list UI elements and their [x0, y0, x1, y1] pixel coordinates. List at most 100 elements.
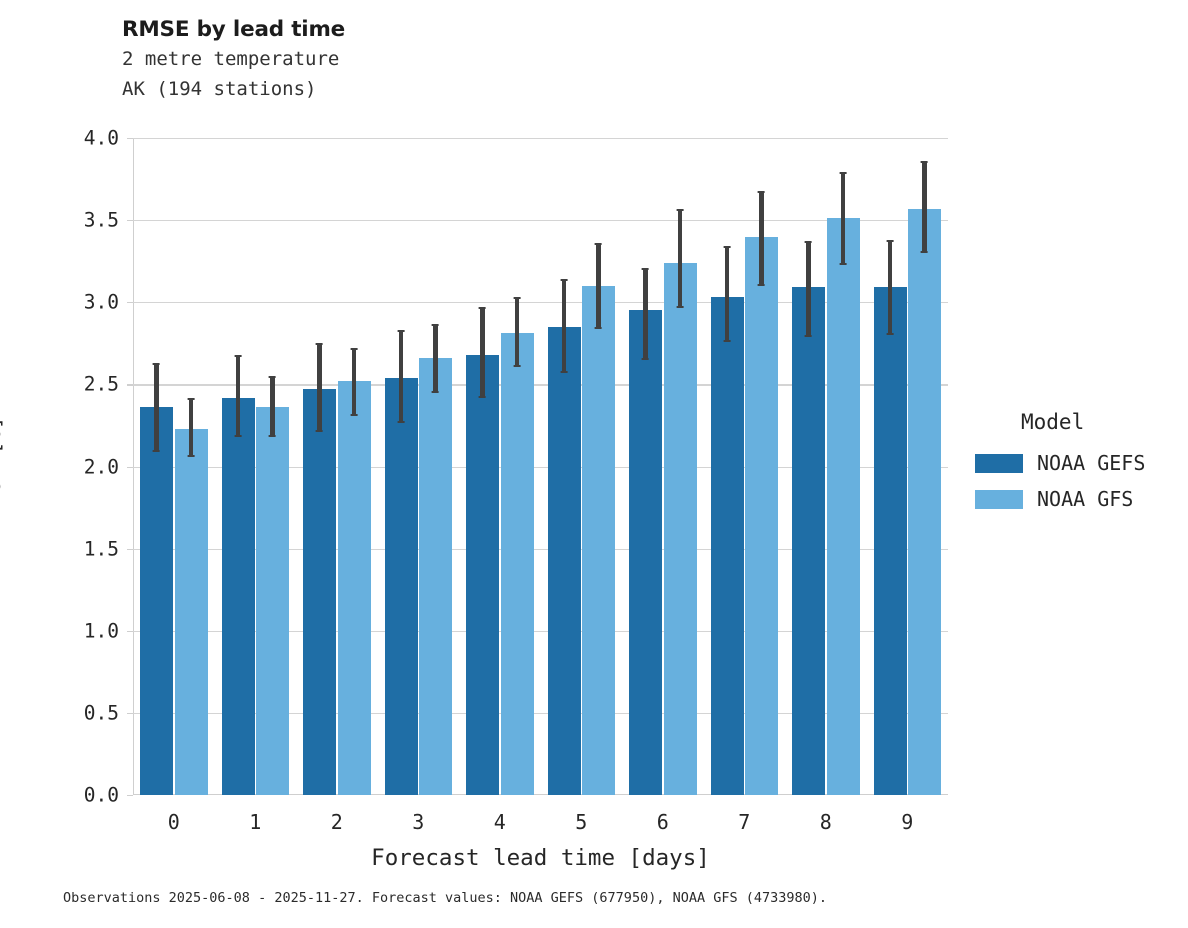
y-axis-title: RMSE [C]: [0, 415, 5, 518]
x-tick-label: 2: [330, 810, 343, 834]
error-bar: [433, 323, 438, 391]
error-bar-cap: [234, 354, 242, 357]
error-bar-cap: [839, 172, 847, 175]
gridline: [133, 384, 948, 386]
error-bar-cap: [886, 239, 894, 242]
y-tick-mark: [127, 302, 133, 304]
bar: [710, 297, 744, 795]
legend-label: NOAA GFS: [1037, 487, 1134, 511]
legend-swatch: [975, 453, 1023, 473]
error-bar-cap: [478, 307, 486, 310]
y-tick-label: 1.0: [83, 619, 119, 642]
y-tick-mark: [127, 138, 133, 140]
x-tick-label: 7: [738, 810, 751, 834]
legend-entries: NOAA GEFS NOAA GFS: [975, 448, 1185, 514]
error-bar-cap: [350, 348, 358, 351]
bar: [500, 333, 534, 795]
y-tick-label: 2.0: [83, 454, 119, 478]
error-bar-cap: [757, 190, 765, 193]
error-bar-cap: [723, 246, 731, 249]
legend-swatch: [975, 489, 1023, 509]
error-bar-cap: [397, 420, 405, 423]
bar: [419, 358, 452, 795]
error-bar-cap: [350, 413, 358, 416]
error-bar-cap: [513, 364, 521, 367]
bar: [908, 208, 941, 795]
error-bar-cap: [757, 284, 765, 287]
gridline: [133, 712, 948, 715]
gridline: [133, 466, 948, 468]
x-tick-label: 1: [249, 810, 262, 834]
x-tick-label: 4: [493, 810, 506, 834]
legend: Model NOAA GEFS NOAA GFS: [975, 410, 1185, 520]
y-tick-label: 3.0: [83, 290, 119, 314]
y-tick-label: 3.5: [83, 208, 119, 232]
legend-entry[interactable]: NOAA GEFS: [975, 448, 1185, 478]
error-bar-cap: [187, 455, 195, 457]
error-bar-cap: [431, 323, 439, 326]
error-bar-cap: [234, 435, 242, 438]
legend-entry[interactable]: NOAA GFS: [975, 484, 1185, 514]
error-bar: [887, 239, 893, 334]
legend-title: Model: [1021, 410, 1085, 434]
chart-subtitle-line2: AK (194 stations): [122, 78, 317, 100]
error-bar-cap: [268, 376, 276, 379]
bar: [826, 218, 860, 795]
error-bar: [317, 343, 322, 431]
bar: [547, 326, 581, 795]
error-bar: [398, 330, 404, 421]
error-bar-cap: [920, 160, 928, 163]
chart-subtitle-line1: 2 metre temperature: [122, 48, 340, 70]
x-tick-label: 0: [167, 810, 180, 834]
gridline: [133, 302, 948, 304]
error-bar-cap: [397, 330, 405, 333]
error-bar: [677, 208, 683, 306]
error-bar-cap: [560, 279, 568, 282]
y-tick-label: 0.0: [83, 783, 119, 807]
y-tick-mark: [127, 548, 133, 550]
error-bar-cap: [676, 208, 684, 211]
plot-area: [133, 138, 948, 795]
gridline: [133, 138, 948, 140]
error-bar-cap: [839, 262, 847, 265]
y-tick-mark: [127, 466, 133, 468]
y-tick-mark: [127, 384, 133, 386]
error-bar-cap: [641, 358, 649, 361]
error-bar-cap: [152, 363, 160, 366]
error-bar: [561, 279, 567, 372]
error-bar: [188, 397, 194, 455]
error-bar-cap: [804, 335, 812, 338]
title-block: RMSE by lead time 2 metre temperature AK…: [122, 16, 822, 104]
error-bar: [154, 363, 159, 451]
error-bar-cap: [594, 243, 602, 246]
error-bar: [643, 267, 648, 359]
y-tick-mark: [127, 630, 133, 632]
bar: [745, 236, 778, 795]
bar: [337, 381, 371, 795]
error-bar-cap: [187, 397, 195, 400]
error-bar-cap: [315, 343, 323, 346]
error-bar-cap: [594, 326, 602, 329]
bar: [582, 285, 615, 795]
error-bar-cap: [920, 251, 928, 254]
bar: [303, 389, 336, 795]
error-bar-cap: [315, 430, 323, 433]
bar: [663, 262, 697, 795]
error-bar: [235, 354, 241, 436]
gridline: [133, 548, 948, 550]
error-bar: [480, 307, 485, 396]
page-title: RMSE by lead time: [122, 17, 346, 42]
error-bar: [270, 376, 275, 436]
legend-label: NOAA GEFS: [1037, 451, 1146, 475]
y-tick-label: 4.0: [83, 126, 119, 150]
error-bar: [351, 348, 357, 414]
error-bar-cap: [723, 340, 731, 343]
footer-note: Observations 2025-06-08 - 2025-11-27. Fo…: [63, 890, 828, 906]
error-bar: [514, 297, 520, 365]
gridline: [133, 220, 948, 222]
y-tick-mark: [127, 712, 133, 715]
bar: [466, 354, 499, 795]
x-tick-label: 6: [656, 810, 669, 834]
error-bar-cap: [641, 267, 649, 270]
